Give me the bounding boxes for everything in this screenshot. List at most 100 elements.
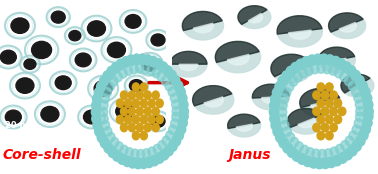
Circle shape xyxy=(306,148,314,157)
Wedge shape xyxy=(228,123,260,137)
Circle shape xyxy=(144,91,151,99)
Circle shape xyxy=(104,127,112,136)
Circle shape xyxy=(160,149,169,160)
Circle shape xyxy=(273,126,282,137)
Circle shape xyxy=(296,59,305,70)
Circle shape xyxy=(342,62,351,72)
Circle shape xyxy=(324,149,333,158)
Circle shape xyxy=(155,153,164,163)
Circle shape xyxy=(303,156,313,167)
Wedge shape xyxy=(301,98,341,117)
Circle shape xyxy=(151,34,165,46)
Circle shape xyxy=(329,66,337,75)
Circle shape xyxy=(100,114,108,124)
Wedge shape xyxy=(184,21,223,40)
Circle shape xyxy=(118,154,126,164)
Circle shape xyxy=(156,115,163,124)
Circle shape xyxy=(125,15,141,28)
Circle shape xyxy=(354,93,363,103)
Circle shape xyxy=(317,132,325,140)
Circle shape xyxy=(106,82,114,91)
Circle shape xyxy=(279,101,287,110)
Circle shape xyxy=(116,104,134,119)
Circle shape xyxy=(325,83,333,91)
Circle shape xyxy=(334,99,342,108)
Circle shape xyxy=(325,55,335,65)
Circle shape xyxy=(149,56,158,67)
Circle shape xyxy=(100,138,109,148)
Circle shape xyxy=(317,99,325,108)
Circle shape xyxy=(282,88,291,97)
Circle shape xyxy=(156,99,163,108)
Circle shape xyxy=(343,149,352,160)
Circle shape xyxy=(312,149,321,159)
Circle shape xyxy=(354,119,363,128)
Circle shape xyxy=(299,69,308,78)
Circle shape xyxy=(69,30,81,41)
Circle shape xyxy=(178,118,187,128)
Circle shape xyxy=(125,148,133,157)
Circle shape xyxy=(148,115,155,124)
Wedge shape xyxy=(277,29,322,47)
Circle shape xyxy=(361,124,370,134)
Wedge shape xyxy=(236,124,253,131)
Wedge shape xyxy=(328,13,363,32)
Circle shape xyxy=(309,158,318,168)
Circle shape xyxy=(172,136,181,146)
Circle shape xyxy=(100,101,108,110)
Circle shape xyxy=(359,130,368,140)
Circle shape xyxy=(75,53,91,67)
Circle shape xyxy=(116,99,124,108)
Circle shape xyxy=(319,54,328,64)
Circle shape xyxy=(163,66,172,76)
Circle shape xyxy=(139,158,148,169)
Circle shape xyxy=(321,91,329,99)
Circle shape xyxy=(313,54,323,65)
Circle shape xyxy=(352,87,360,97)
Circle shape xyxy=(166,131,174,140)
Circle shape xyxy=(84,110,99,124)
Circle shape xyxy=(162,136,170,145)
Circle shape xyxy=(115,142,123,151)
Circle shape xyxy=(172,112,180,121)
Circle shape xyxy=(147,66,155,75)
Circle shape xyxy=(347,66,356,76)
Circle shape xyxy=(158,141,166,150)
Circle shape xyxy=(150,155,159,166)
Wedge shape xyxy=(227,54,249,65)
Circle shape xyxy=(361,87,370,97)
Wedge shape xyxy=(300,88,340,108)
Circle shape xyxy=(283,127,291,136)
Circle shape xyxy=(276,132,285,143)
Circle shape xyxy=(169,141,177,151)
Text: 50 nm: 50 nm xyxy=(178,121,207,130)
Circle shape xyxy=(305,66,313,76)
Circle shape xyxy=(121,91,127,99)
Circle shape xyxy=(152,107,159,116)
Circle shape xyxy=(94,88,103,98)
Circle shape xyxy=(152,91,159,99)
Circle shape xyxy=(282,71,291,81)
Circle shape xyxy=(172,107,180,116)
Wedge shape xyxy=(253,96,290,110)
Circle shape xyxy=(283,143,292,153)
Circle shape xyxy=(297,154,307,164)
Wedge shape xyxy=(339,22,356,32)
Circle shape xyxy=(129,91,135,99)
Circle shape xyxy=(325,115,333,124)
Circle shape xyxy=(111,137,119,147)
Circle shape xyxy=(172,100,180,109)
Circle shape xyxy=(114,72,122,82)
Circle shape xyxy=(137,149,145,159)
Circle shape xyxy=(110,77,118,86)
Circle shape xyxy=(41,106,59,122)
Circle shape xyxy=(170,93,178,103)
Circle shape xyxy=(317,64,325,73)
Circle shape xyxy=(327,157,336,168)
Wedge shape xyxy=(277,16,322,34)
Circle shape xyxy=(140,83,147,91)
Wedge shape xyxy=(290,115,324,134)
Wedge shape xyxy=(170,51,207,64)
Circle shape xyxy=(92,113,101,124)
Circle shape xyxy=(129,107,135,116)
